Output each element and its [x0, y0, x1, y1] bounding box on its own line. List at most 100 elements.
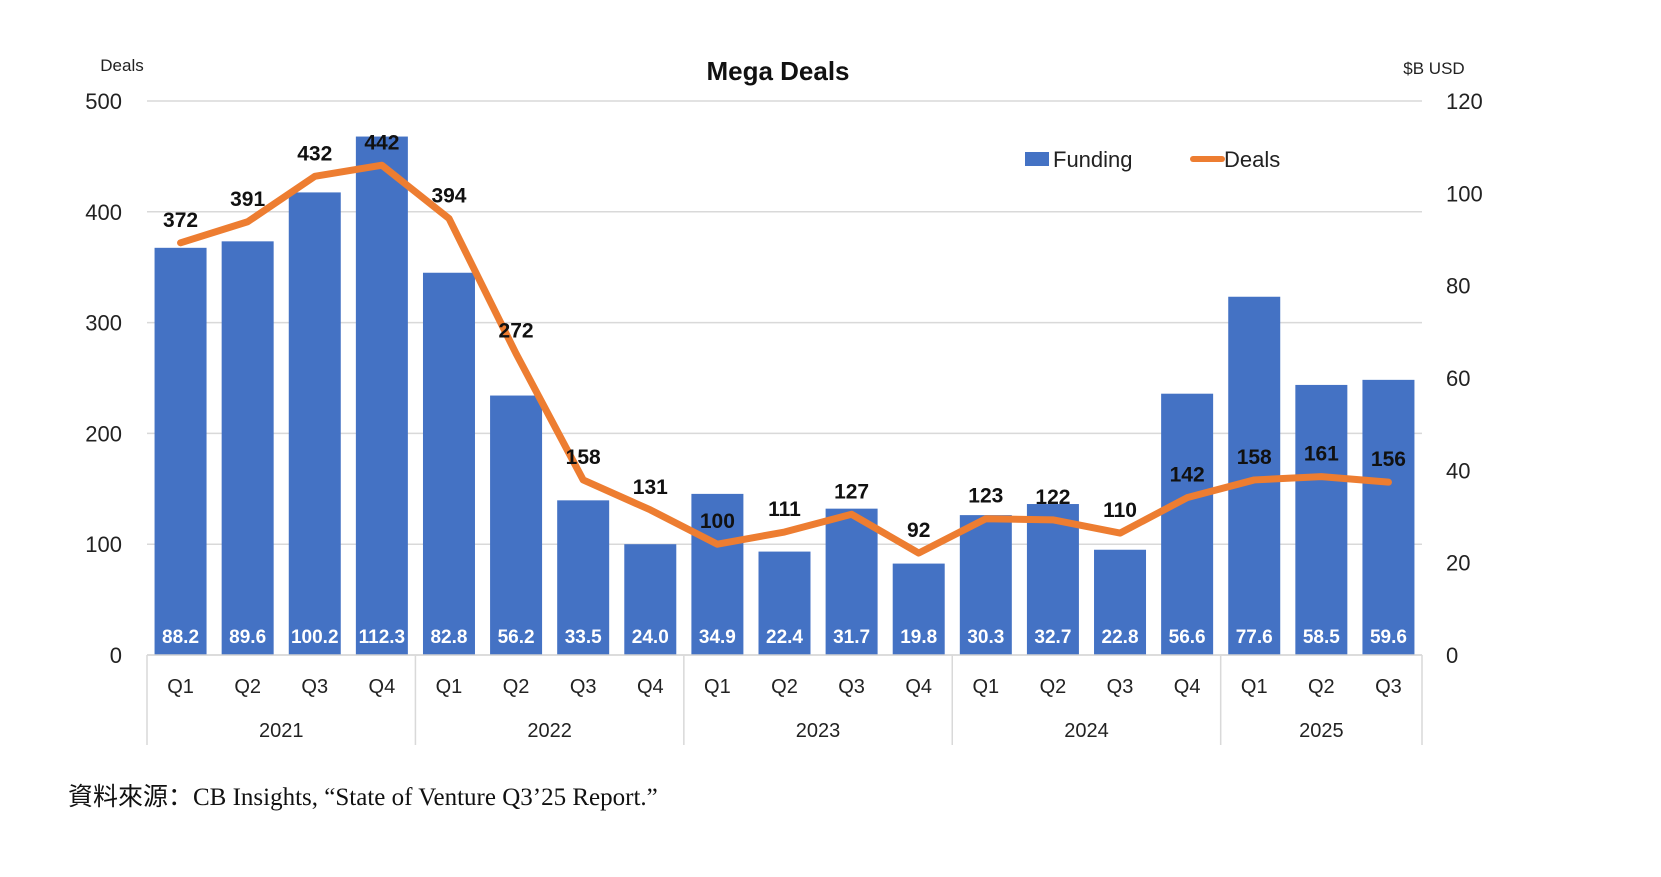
quarter-label: Q2 [1308, 676, 1335, 698]
right-tick-label: 20 [1446, 551, 1470, 576]
funding-data-label: 112.3 [359, 627, 406, 648]
funding-data-label: 22.8 [1102, 627, 1139, 648]
legend-label-deals: Deals [1224, 147, 1280, 172]
funding-data-label: 19.8 [900, 627, 937, 648]
deals-data-label: 92 [907, 519, 930, 542]
deals-data-label: 158 [1237, 446, 1272, 469]
deals-data-label: 394 [431, 184, 466, 207]
quarter-label: Q2 [503, 676, 530, 698]
quarter-label: Q1 [167, 676, 194, 698]
left-tick-label: 100 [85, 532, 122, 557]
funding-bar [959, 515, 1012, 655]
funding-data-label: 59.6 [1370, 627, 1407, 648]
deals-data-label: 432 [297, 142, 332, 165]
right-tick-label: 100 [1446, 181, 1483, 206]
funding-data-label: 82.8 [430, 627, 467, 648]
funding-bar [691, 493, 744, 655]
funding-bar [1161, 393, 1214, 655]
quarter-label: Q3 [1375, 676, 1402, 698]
funding-bar [758, 551, 811, 655]
funding-data-label: 100.2 [291, 627, 339, 648]
quarter-label: Q2 [234, 676, 261, 698]
funding-bar [624, 544, 677, 655]
deals-data-label: 111 [768, 498, 801, 521]
quarter-label: Q1 [1241, 676, 1268, 698]
right-tick-label: 0 [1446, 643, 1458, 668]
right-tick-label: 60 [1446, 366, 1470, 391]
right-tick-label: 40 [1446, 458, 1470, 483]
left-tick-label: 400 [85, 200, 122, 225]
funding-data-label: 31.7 [833, 627, 870, 648]
deals-data-label: 391 [230, 188, 265, 211]
quarter-label: Q1 [436, 676, 463, 698]
funding-data-label: 24.0 [632, 627, 669, 648]
funding-data-label: 34.9 [699, 627, 736, 648]
legend-swatch-funding [1025, 152, 1049, 166]
funding-bar [1362, 379, 1415, 655]
deals-data-label: 131 [633, 476, 668, 499]
year-label: 2025 [1299, 720, 1344, 742]
legend: Funding Deals [1025, 147, 1280, 172]
deals-data-label: 156 [1371, 448, 1406, 471]
quarter-label: Q3 [838, 676, 865, 698]
funding-data-label: 58.5 [1303, 627, 1340, 648]
quarter-label: Q4 [637, 676, 664, 698]
year-label: 2024 [1064, 720, 1109, 742]
source-note: 資料來源：CB Insights, “State of Venture Q3’2… [68, 783, 658, 811]
funding-bar [288, 192, 341, 655]
funding-data-label: 89.6 [229, 627, 266, 648]
funding-data-label: 32.7 [1034, 627, 1071, 648]
left-tick-label: 500 [85, 89, 122, 114]
funding-bar [1026, 504, 1079, 655]
left-axis-label: Deals [100, 56, 143, 75]
quarter-label: Q3 [1107, 676, 1134, 698]
quarter-label: Q3 [301, 676, 328, 698]
right-axis-label: $B USD [1403, 59, 1464, 78]
funding-data-label: 88.2 [162, 627, 199, 648]
deals-data-label: 100 [700, 510, 735, 533]
quarter-label: Q3 [570, 676, 597, 698]
quarter-label: Q1 [704, 676, 731, 698]
funding-bar [154, 247, 207, 655]
right-tick-label: 120 [1446, 89, 1483, 114]
funding-bar [557, 500, 610, 655]
left-tick-label: 0 [110, 643, 122, 668]
deals-data-label: 158 [566, 446, 601, 469]
deals-data-label: 110 [1103, 499, 1137, 522]
funding-data-label: 56.6 [1169, 627, 1206, 648]
quarter-label: Q4 [369, 676, 396, 698]
legend-label-funding: Funding [1053, 147, 1133, 172]
funding-bar [892, 563, 945, 655]
funding-bar [490, 395, 543, 655]
quarter-label: Q1 [972, 676, 999, 698]
chart-title: Mega Deals [706, 56, 849, 86]
quarter-label: Q2 [771, 676, 798, 698]
deals-data-label: 372 [163, 209, 198, 232]
year-label: 2022 [527, 720, 572, 742]
funding-data-label: 77.6 [1236, 627, 1273, 648]
year-label: 2021 [259, 720, 304, 742]
year-label: 2023 [796, 720, 841, 742]
right-tick-label: 80 [1446, 274, 1470, 299]
quarter-label: Q4 [905, 676, 932, 698]
funding-data-label: 33.5 [565, 627, 602, 648]
funding-bar [221, 241, 274, 655]
funding-bar [422, 272, 475, 655]
left-tick-label: 200 [85, 421, 122, 446]
left-tick-label: 300 [85, 311, 122, 336]
funding-bar [355, 136, 408, 655]
quarter-label: Q2 [1040, 676, 1067, 698]
deals-data-label: 272 [499, 320, 534, 343]
funding-bar [825, 508, 878, 655]
funding-data-label: 22.4 [766, 627, 803, 648]
deals-data-label: 161 [1304, 443, 1339, 466]
funding-data-label: 56.2 [498, 627, 535, 648]
deals-data-label: 442 [364, 131, 399, 154]
deals-data-label: 123 [968, 485, 1003, 508]
funding-bar [1295, 384, 1348, 655]
deals-data-label: 142 [1170, 464, 1205, 487]
funding-data-label: 30.3 [967, 627, 1004, 648]
deals-data-label: 127 [834, 480, 869, 503]
quarter-label: Q4 [1174, 676, 1201, 698]
